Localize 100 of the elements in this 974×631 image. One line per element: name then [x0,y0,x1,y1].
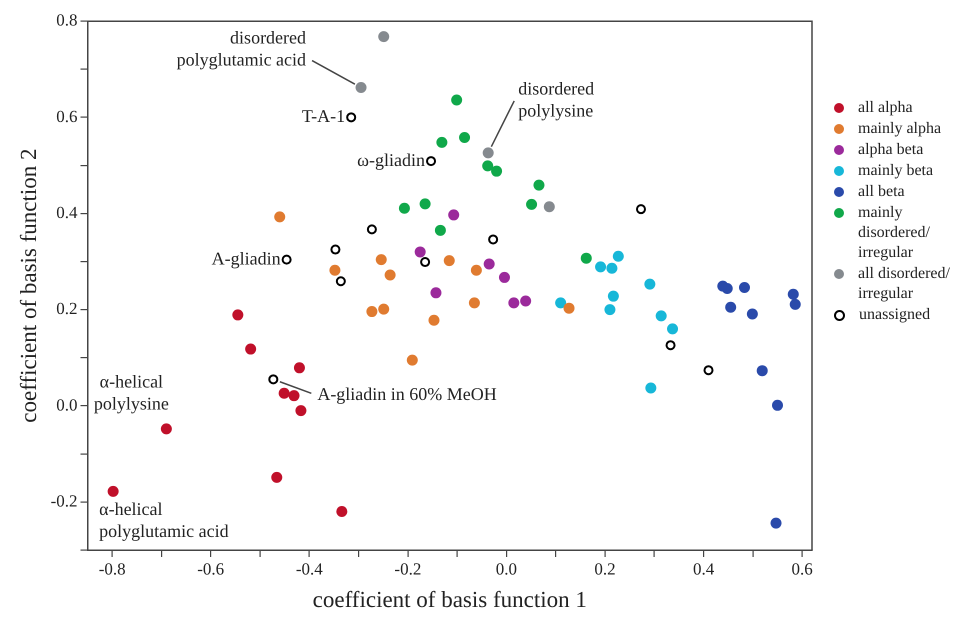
y-tick-label: 0.6 [56,106,78,126]
annotation: α-helical polyglutamic acid [99,499,229,542]
point [636,204,646,214]
annotation: A-gliadin in 60% MeOH [317,384,497,404]
point [722,282,733,294]
point [451,94,462,106]
point [612,250,624,262]
annotation: disordered polyglutamic acid [176,27,306,70]
point [420,198,431,210]
point [245,344,256,355]
point [604,304,616,316]
point [336,506,348,518]
y-tick-label: 0.0 [56,395,78,414]
point [366,224,377,234]
y-tick-label: 0.2 [56,299,78,318]
point [564,302,575,314]
point [508,297,520,308]
point [544,201,555,212]
point [595,261,606,272]
y-axis-title: coefficient of basis function 2 [16,148,41,423]
point [533,180,544,191]
point [666,340,676,350]
point [384,270,396,281]
point [645,382,656,394]
legend-label: mainly alpha [858,119,942,139]
annotation: disordered polylysine [518,78,594,121]
point [346,112,356,122]
point [656,310,667,322]
x-tick-label: 0.2 [594,560,616,579]
point [482,160,494,172]
x-tick-label: -0.6 [197,560,224,579]
point [288,390,300,402]
point [294,362,305,374]
point [414,246,426,258]
point [329,264,340,276]
point [420,257,430,268]
point [704,365,714,376]
y-tick-label: 0.4 [56,202,78,222]
point [430,287,442,298]
point [555,297,566,308]
legend-label: all alpha [858,98,913,118]
point [770,518,782,529]
point [295,405,306,416]
point [725,302,736,313]
x-tick-label: -0.2 [394,560,422,579]
x-tick-label: 0.6 [792,560,813,579]
point [448,209,460,220]
point [667,323,678,334]
x-tick-label: 0.4 [692,560,715,579]
point [498,272,510,283]
point [756,365,768,376]
point [428,314,440,326]
annotation: A-gliadin [212,248,281,268]
point [271,472,282,483]
annotation: α-helical polylysine [94,372,169,414]
legend-label: mainly beta [858,161,934,181]
annotation: T-A-1 [302,106,346,126]
point [398,202,410,214]
point [738,282,750,294]
point [470,264,482,276]
point [434,224,446,236]
point [482,147,494,158]
point [108,486,119,497]
point [644,278,656,290]
point [274,211,286,222]
point [356,82,367,94]
y-tick-label: -0.2 [50,491,78,510]
point [484,258,495,270]
point [330,244,340,255]
x-tick-label: -0.8 [98,560,126,579]
point [459,132,470,144]
point [336,276,346,286]
point [366,306,378,318]
legend-label: unassigned [859,305,930,325]
point [608,290,619,302]
x-tick-label: -0.4 [296,560,324,579]
point [406,354,418,366]
point [491,166,502,177]
point [160,423,172,434]
point [580,252,592,264]
point [468,297,480,308]
annotation: ω-gliadin [357,150,426,170]
y-tick-label: 0.8 [56,10,78,30]
point [526,198,538,210]
point [444,255,455,266]
point [232,309,244,320]
point [606,262,618,274]
point [790,298,801,310]
x-tick-label: 0.0 [496,560,518,579]
point [278,388,290,399]
legend-label: alpha beta [858,140,924,160]
point [376,254,387,266]
point [788,288,799,300]
point [488,234,498,244]
point [426,156,436,166]
point [378,31,390,42]
point [746,308,758,320]
point [436,136,448,148]
point [268,374,278,384]
point [378,304,390,315]
